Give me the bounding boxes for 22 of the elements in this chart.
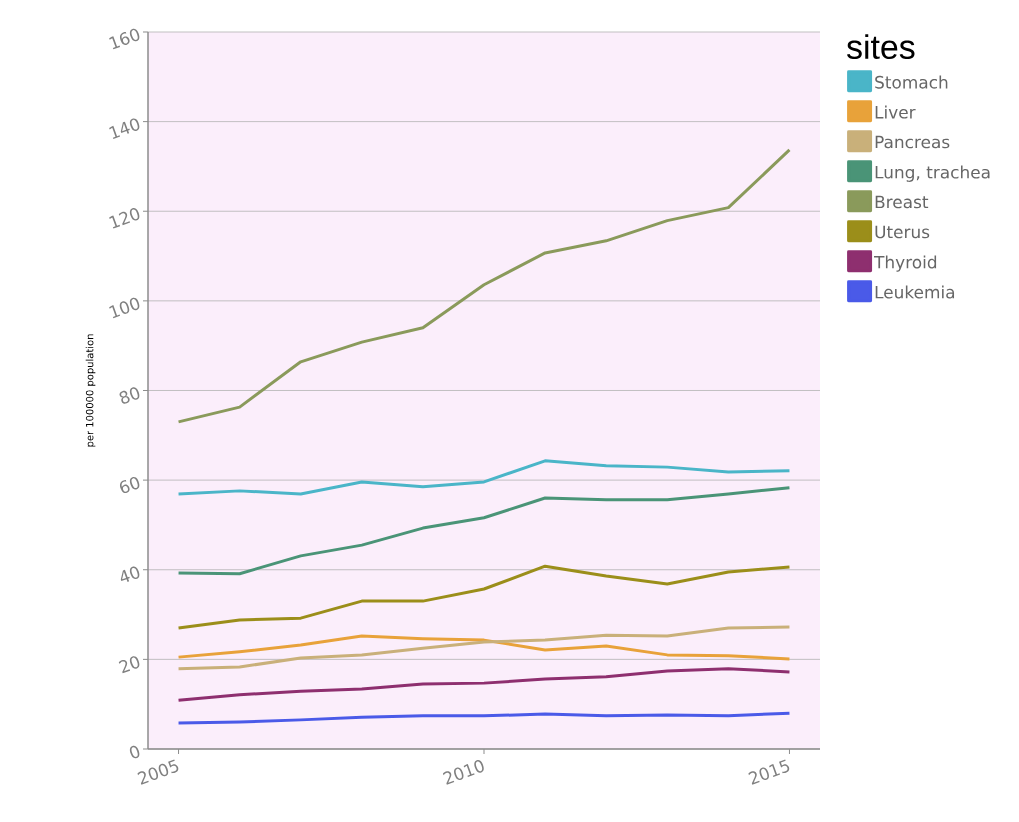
y-axis-title: per 100000 population	[85, 334, 96, 447]
y-tick-label: 40	[120, 566, 140, 582]
legend-label: Breast	[875, 195, 929, 209]
y-tick-label: 0	[129, 745, 140, 759]
legend-label: Thyroid	[874, 255, 937, 272]
x-tick-label: 2010	[442, 760, 484, 785]
x-tick-label: 2005	[137, 759, 179, 785]
y-tick-label: 100	[109, 297, 140, 319]
legend-label: Lung, trachea	[875, 165, 990, 182]
y-tick-label: 120	[109, 208, 140, 229]
legend-title: sites	[847, 34, 915, 60]
y-tick-label: 160	[109, 28, 140, 50]
legend-label: Stomach	[875, 75, 948, 89]
legend-label: Liver	[875, 105, 916, 119]
y-tick-label: 140	[109, 118, 140, 139]
y-tick-label: 80	[119, 387, 140, 404]
y-tick-label: 60	[119, 476, 140, 494]
x-tick-label: 2015	[748, 759, 790, 785]
legend-label: Leukemia	[875, 285, 955, 299]
legend-label: Uterus	[875, 225, 930, 239]
legend-label: Pancreas	[875, 135, 950, 149]
y-tick-label: 20	[118, 656, 140, 674]
